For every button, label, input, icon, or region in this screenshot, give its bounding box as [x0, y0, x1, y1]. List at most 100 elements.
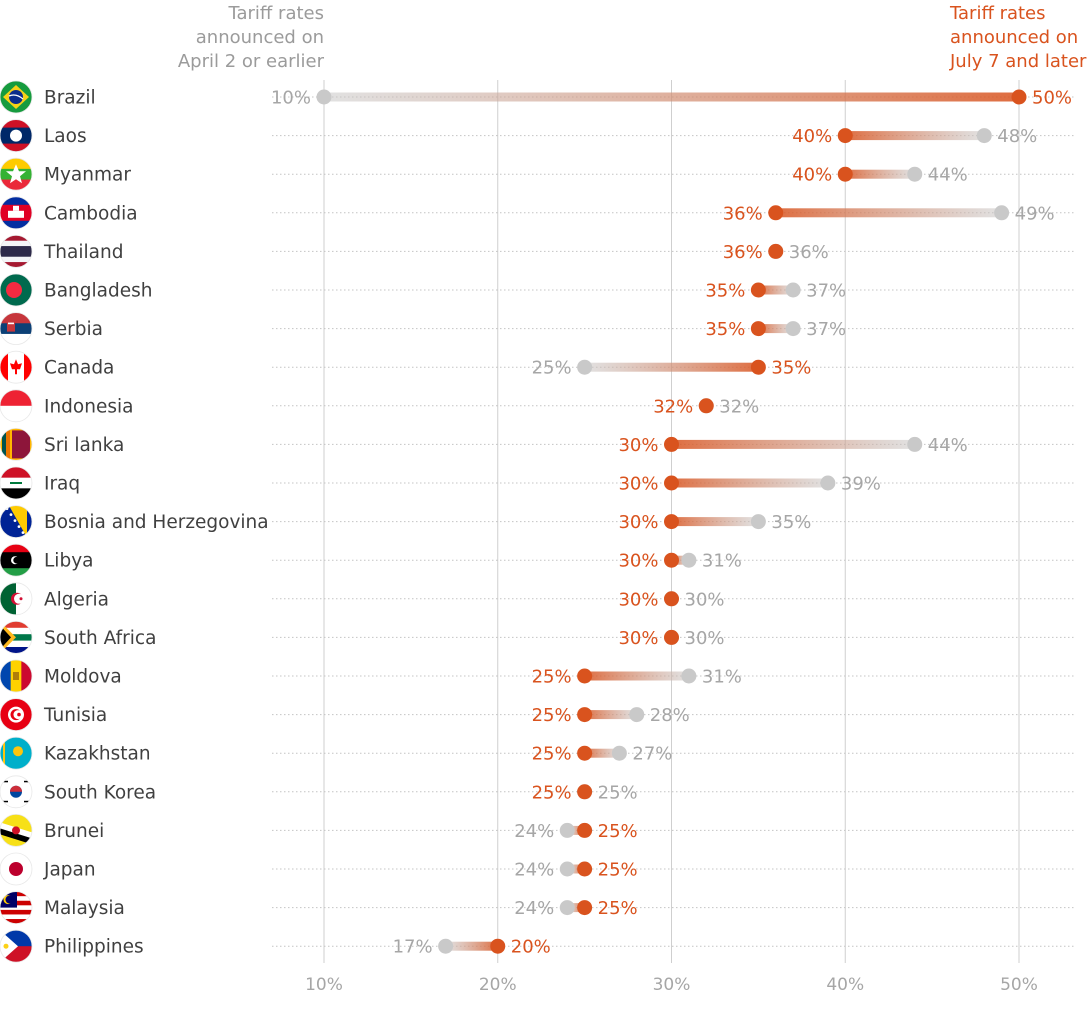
new-rate-dot	[768, 205, 784, 221]
kazakhstan-flag-icon	[0, 736, 33, 770]
japan-flag-icon	[0, 852, 33, 886]
algeria-flag-icon	[0, 582, 33, 616]
connector-bar	[567, 903, 585, 913]
bosnia-flag-icon	[0, 505, 33, 538]
connector-bar	[584, 671, 689, 681]
old-rate-label: 30%	[685, 628, 725, 649]
old-rate-label: 24%	[514, 860, 554, 881]
country-label: South Africa	[44, 628, 156, 649]
new-rate-label: 30%	[618, 628, 658, 649]
row-laos: Laos 48% 40%	[0, 119, 1076, 152]
new-rate-label: 25%	[532, 667, 572, 688]
row-indonesia: Indonesia 32% 32%	[0, 389, 1076, 423]
connector-bar	[758, 324, 794, 334]
old-rate-dot	[681, 552, 697, 568]
new-rate-label: 35%	[705, 281, 745, 302]
new-rate-label: 25%	[532, 705, 572, 726]
south-africa-flag-icon	[0, 621, 33, 654]
old-rate-label: 36%	[789, 242, 829, 263]
x-tick-label: 40%	[826, 975, 864, 995]
new-rate-dot	[750, 359, 766, 375]
legend: Tariff rates announced on April 2 or ear…	[178, 3, 1087, 72]
old-rate-dot	[316, 89, 332, 105]
old-rate-label: 10%	[271, 88, 311, 109]
canada-flag-icon	[0, 350, 33, 384]
country-label: Laos	[44, 126, 87, 147]
old-rate-label: 27%	[632, 744, 672, 765]
row-iraq: Iraq 39% 30%	[0, 466, 1076, 500]
row-thailand: Thailand 36% 36%	[0, 235, 1076, 268]
rows-layer: Brazil 10% 50% Laos 48% 40% Myanmar 44% 40% Cambo…	[0, 80, 1076, 963]
old-rate-dot	[559, 861, 575, 877]
new-rate-dot	[664, 514, 679, 530]
new-rate-label: 40%	[792, 126, 832, 147]
old-rate-dot	[976, 128, 992, 144]
connector-bar	[758, 285, 794, 295]
new-rate-label: 36%	[723, 242, 763, 263]
new-rate-label: 30%	[618, 512, 658, 533]
row-tunisia: Tunisia 28% 25%	[0, 698, 1076, 731]
philippines-flag-icon	[0, 929, 33, 963]
old-rate-label: 32%	[719, 396, 759, 417]
old-rate-label: 25%	[598, 782, 638, 803]
row-myanmar: Myanmar 44% 40%	[0, 157, 1076, 191]
old-rate-dot	[785, 321, 801, 337]
old-rate-label: 28%	[650, 705, 690, 726]
connector-bar	[671, 517, 759, 527]
old-rate-label: 39%	[841, 474, 881, 495]
new-rate-dot	[750, 321, 766, 337]
brazil-flag-icon	[0, 80, 33, 114]
connector-bar	[775, 208, 1002, 218]
new-rate-dot	[577, 668, 593, 684]
cambodia-flag-icon	[0, 196, 33, 230]
connector-bar	[584, 748, 620, 758]
row-south-africa: South Africa 30% 30%	[0, 621, 1076, 654]
old-rate-dot	[785, 282, 801, 298]
row-philippines: Philippines 17% 20%	[0, 929, 1076, 963]
new-rate-dot	[664, 629, 679, 645]
new-rate-label: 25%	[532, 744, 572, 765]
new-rate-dot	[577, 784, 593, 800]
country-label: Philippines	[44, 937, 144, 958]
row-moldova: Moldova 31% 25%	[0, 659, 1076, 693]
old-rate-label: 25%	[532, 358, 572, 379]
country-label: Algeria	[44, 589, 109, 610]
legend-old-line-2: announced on	[196, 27, 324, 48]
connector-bar	[845, 131, 985, 141]
row-cambodia: Cambodia 49% 36%	[0, 196, 1076, 230]
new-rate-label: 25%	[598, 821, 638, 842]
new-rate-dot	[1011, 89, 1027, 105]
old-rate-label: 37%	[806, 319, 846, 340]
new-rate-dot	[837, 128, 853, 144]
country-label: Brazil	[44, 88, 96, 109]
libya-flag-icon	[0, 543, 33, 577]
old-rate-label: 35%	[771, 512, 811, 533]
new-rate-label: 25%	[598, 898, 638, 919]
connector-bar	[567, 864, 585, 874]
connector-bar	[584, 710, 637, 720]
old-rate-label: 44%	[928, 165, 968, 186]
new-rate-dot	[577, 745, 593, 761]
thailand-flag-icon	[0, 235, 33, 268]
country-label: Cambodia	[44, 203, 138, 224]
new-rate-label: 25%	[532, 782, 572, 803]
new-rate-dot	[577, 861, 593, 877]
new-rate-label: 25%	[598, 860, 638, 881]
row-japan: Japan 24% 25%	[0, 852, 1076, 886]
new-rate-label: 30%	[618, 551, 658, 572]
country-label: Sri lanka	[44, 435, 124, 456]
connector-bar	[584, 362, 759, 372]
country-label: Moldova	[44, 667, 122, 688]
connector-bar	[845, 169, 915, 179]
new-rate-label: 35%	[771, 358, 811, 379]
old-rate-dot	[559, 900, 575, 916]
country-label: Kazakhstan	[44, 744, 151, 765]
country-label: Bosnia and Herzegovina	[44, 512, 269, 533]
row-malaysia: Malaysia 24% 25%	[0, 891, 1076, 924]
x-axis: 10% 20% 30% 40% 50%	[305, 975, 1038, 995]
country-label: Serbia	[44, 319, 103, 340]
serbia-flag-icon	[0, 312, 33, 345]
country-label: Myanmar	[44, 165, 131, 186]
row-bangladesh: Bangladesh 37% 35%	[0, 273, 1076, 307]
